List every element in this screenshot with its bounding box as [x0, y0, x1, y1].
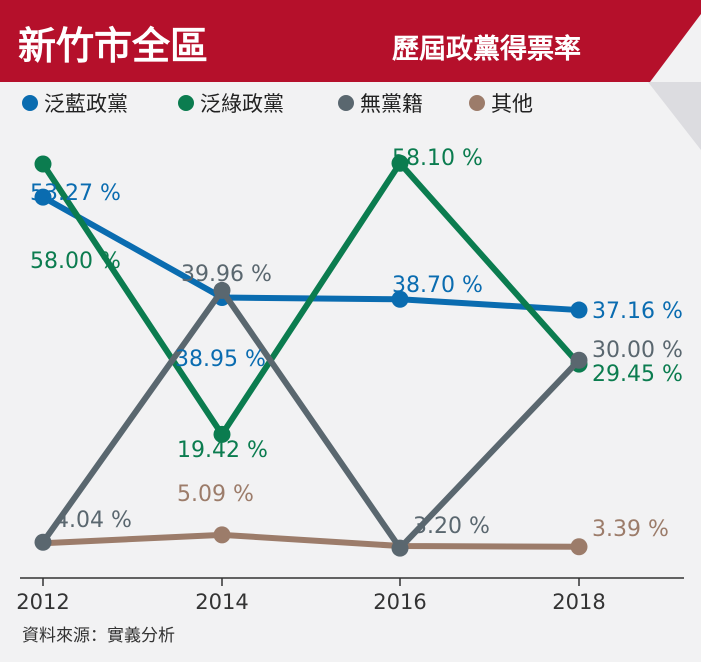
data-label: 3.39 %: [592, 517, 669, 542]
series-4: [40, 526, 588, 556]
data-point: [391, 290, 409, 308]
data-labels-4: 5.09 % 3.39 %: [177, 482, 669, 542]
data-label: 58.10 %: [392, 146, 483, 171]
legend: 泛藍政黨 泛綠政黨 無黨籍 其他: [22, 92, 533, 116]
data-point: [213, 281, 231, 299]
data-point: [213, 526, 231, 544]
x-tick-label: 2014: [195, 590, 248, 614]
data-label: 39.96 %: [181, 262, 272, 287]
data-point: [570, 538, 588, 556]
data-label: 5.09 %: [177, 482, 254, 507]
legend-item-3: 無黨籍: [338, 92, 423, 116]
data-label: 4.04 %: [55, 508, 132, 533]
data-label: 37.16 %: [592, 299, 683, 324]
series-line: [40, 287, 582, 552]
legend-label: 其他: [491, 92, 533, 116]
legend-item-2: 泛綠政黨: [178, 92, 284, 116]
data-point: [570, 351, 588, 369]
legend-swatch: [178, 95, 194, 111]
data-label: 19.42 %: [177, 438, 268, 463]
data-point: [391, 539, 409, 557]
series-line: [40, 531, 582, 550]
page-title: 新竹市全區: [18, 24, 208, 68]
data-point: [391, 154, 409, 172]
x-tick-label: 2016: [373, 590, 426, 614]
data-point: [34, 155, 52, 173]
legend-label: 無黨籍: [360, 92, 423, 116]
x-axis-ticks: 2012 2014 2016 2018: [16, 578, 606, 614]
data-labels-3: 4.04 % 39.96 % 3.20 % 30.00 %: [55, 262, 683, 539]
data-point: [213, 425, 231, 443]
header-band: [0, 0, 701, 82]
legend-item-1: 泛藍政黨: [22, 92, 128, 116]
data-point: [34, 188, 52, 206]
plot-area: 5.09 % 3.39 % 53.27 % 38.95 % 38.70 % 37.16 %…: [30, 146, 683, 557]
legend-swatch: [469, 95, 485, 111]
source-note: 資料來源：實義分析: [22, 626, 175, 646]
x-tick-label: 2012: [16, 590, 69, 614]
data-label: 30.00 %: [592, 338, 683, 363]
legend-item-4: 其他: [469, 92, 533, 116]
x-tick-label: 2018: [552, 590, 605, 614]
series-line: [40, 194, 582, 314]
series-3: [34, 281, 588, 557]
legend-label: 泛藍政黨: [44, 92, 128, 116]
data-labels-2: 58.00 % 19.42 % 58.10 % 29.45 %: [30, 146, 683, 463]
series-line: [40, 160, 582, 438]
page-subtitle: 歷屆政黨得票率: [392, 33, 581, 65]
data-labels-1: 53.27 % 38.95 % 38.70 % 37.16 %: [30, 181, 683, 372]
header-fold: [648, 82, 701, 150]
data-label: 58.00 %: [30, 249, 121, 274]
legend-label: 泛綠政黨: [200, 92, 284, 116]
data-label: 38.95 %: [175, 347, 266, 372]
data-label: 29.45 %: [592, 362, 683, 387]
data-label: 38.70 %: [392, 273, 483, 298]
data-label: 3.20 %: [413, 514, 490, 539]
data-point: [34, 533, 52, 551]
legend-swatch: [338, 95, 354, 111]
data-label: 53.27 %: [30, 181, 121, 206]
legend-swatch: [22, 95, 38, 111]
data-point: [570, 301, 588, 319]
